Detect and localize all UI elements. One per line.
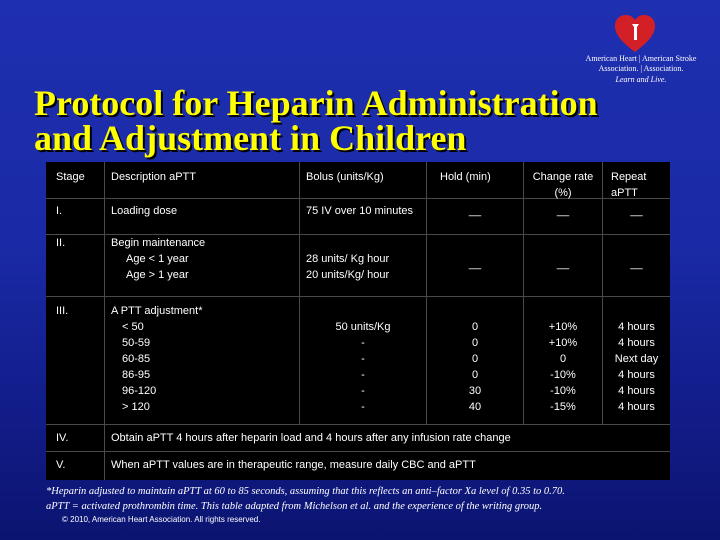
row-divider bbox=[46, 451, 670, 452]
row-2-age-under-1: Age < 1 year bbox=[126, 253, 189, 265]
row-3-change: -15% bbox=[550, 401, 576, 413]
row-3-bolus: - bbox=[361, 369, 365, 381]
title-line-2: and Adjustment in Children bbox=[34, 118, 467, 158]
row-divider bbox=[46, 234, 670, 235]
row-1-bolus: 75 IV over 10 minutes bbox=[306, 205, 414, 217]
row-3-hold: 0 bbox=[471, 353, 479, 365]
row-2-change: __ bbox=[556, 258, 570, 270]
row-3-bolus: - bbox=[361, 401, 365, 413]
column-divider bbox=[299, 162, 300, 424]
row-3-repeat: 4 hours bbox=[618, 385, 655, 397]
row-3-hold: 30 bbox=[468, 385, 482, 397]
aha-asa-logo: American Heart | American Stroke Associa… bbox=[568, 14, 714, 84]
row-3-bolus: - bbox=[361, 353, 365, 365]
row-1-change: __ bbox=[556, 205, 570, 217]
row-divider bbox=[46, 198, 670, 199]
row-divider bbox=[46, 424, 670, 425]
row-3-repeat: 4 hours bbox=[618, 337, 655, 349]
row-3-change: +10% bbox=[548, 321, 578, 333]
row-1-stage: I. bbox=[56, 205, 63, 217]
row-3-range: < 50 bbox=[122, 321, 144, 333]
row-3-repeat: 4 hours bbox=[618, 401, 655, 413]
page-title: Protocol for Heparin Administration and … bbox=[34, 83, 694, 158]
heart-torch-icon bbox=[615, 15, 655, 52]
heparin-protocol-table: Stage Description aPTT Bolus (units/Kg) … bbox=[46, 162, 670, 480]
row-3-bolus: 50 units/Kg bbox=[335, 321, 391, 333]
row-2-bolus-child: 20 units/Kg/ hour bbox=[306, 269, 390, 281]
row-3-description-title: A PTT adjustment* bbox=[111, 305, 203, 317]
row-3-change: +10% bbox=[548, 337, 578, 349]
row-3-change: -10% bbox=[550, 369, 576, 381]
row-3-hold: 0 bbox=[471, 369, 479, 381]
column-divider bbox=[602, 162, 603, 424]
column-divider bbox=[104, 162, 105, 480]
row-3-bolus: - bbox=[361, 337, 365, 349]
row-3-range: > 120 bbox=[122, 401, 150, 413]
row-3-range: 60-85 bbox=[122, 353, 151, 365]
row-3-hold: 0 bbox=[471, 337, 479, 349]
row-3-hold: 40 bbox=[468, 401, 482, 413]
title-line-1: Protocol for Heparin Administration bbox=[34, 83, 598, 123]
row-3-bolus: - bbox=[361, 385, 365, 397]
row-2-age-over-1: Age > 1 year bbox=[126, 269, 189, 281]
row-3-range: 86-95 bbox=[122, 369, 151, 381]
row-5-stage: V. bbox=[56, 459, 66, 471]
row-3-change: 0 bbox=[559, 353, 567, 365]
row-1-repeat: __ bbox=[630, 205, 643, 217]
column-divider bbox=[523, 162, 524, 424]
row-1-hold: __ bbox=[468, 205, 482, 217]
logo-tagline: Learn and Live. bbox=[615, 75, 667, 84]
column-divider bbox=[426, 162, 427, 424]
header-repeat: Repeat aPTT bbox=[611, 171, 647, 199]
row-3-range: 50-59 bbox=[122, 337, 151, 349]
row-4-stage: IV. bbox=[56, 432, 69, 444]
header-hold: Hold (min) bbox=[440, 171, 491, 183]
row-divider bbox=[46, 296, 670, 297]
footnote-line-2: aPTT = activated prothrombin time. This … bbox=[46, 501, 543, 512]
header-stage: Stage bbox=[56, 171, 85, 183]
row-2-hold: __ bbox=[468, 258, 482, 270]
row-2-repeat: __ bbox=[630, 258, 643, 270]
header-bolus: Bolus (units/Kg) bbox=[306, 171, 384, 183]
header-change: Change rate (%) bbox=[532, 171, 594, 199]
row-1-description: Loading dose bbox=[111, 205, 178, 217]
row-4-text: Obtain aPTT 4 hours after heparin load a… bbox=[111, 432, 511, 444]
row-2-bolus-infant: 28 units/ Kg hour bbox=[306, 253, 390, 265]
row-3-repeat: 4 hours bbox=[618, 321, 655, 333]
header-description: Description aPTT bbox=[111, 171, 196, 183]
row-3-range: 96-120 bbox=[122, 385, 157, 397]
row-3-repeat: 4 hours bbox=[618, 369, 655, 381]
row-3-change: -10% bbox=[550, 385, 576, 397]
row-5-text: When aPTT values are in therapeutic rang… bbox=[111, 459, 476, 471]
logo-line-2: Association. | Association. bbox=[598, 64, 684, 73]
copyright: © 2010, American Heart Association. All … bbox=[62, 515, 261, 524]
logo-line-1: American Heart | American Stroke bbox=[585, 54, 697, 63]
row-3-repeat: Next day bbox=[614, 353, 659, 365]
row-2-stage: II. bbox=[56, 237, 66, 249]
footnote: *Heparin adjusted to maintain aPTT at 60… bbox=[46, 484, 706, 514]
row-3-stage: III. bbox=[56, 305, 69, 317]
row-2-description-title: Begin maintenance bbox=[111, 237, 206, 249]
footnote-line-1: *Heparin adjusted to maintain aPTT at 60… bbox=[46, 486, 565, 497]
row-3-hold: 0 bbox=[471, 321, 479, 333]
